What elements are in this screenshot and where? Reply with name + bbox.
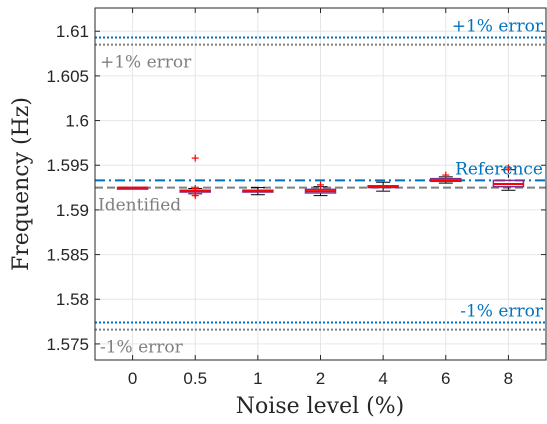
y-tick-label: 1.575 <box>46 335 89 354</box>
y-tick-label: 1.595 <box>46 156 89 175</box>
y-tick-label: 1.58 <box>56 290 89 309</box>
reference-label: Identified <box>98 196 181 216</box>
x-tick-label: 0.5 <box>183 369 207 388</box>
outlier-point <box>442 171 450 179</box>
x-axis-title: Noise level (%) <box>236 394 404 419</box>
outlier-point <box>504 164 512 172</box>
reference-label: Reference <box>455 159 543 179</box>
outlier-point <box>191 154 199 162</box>
x-tick-label: 4 <box>378 369 387 388</box>
x-tick-label: 1 <box>253 369 262 388</box>
reference-annotations: Reference +1% error -1% error Identified +1%… <box>98 16 544 357</box>
x-tick-label: 6 <box>441 369 450 388</box>
y-tick-label: 1.61 <box>56 22 89 41</box>
reference-label: -1% error <box>460 301 544 321</box>
x-axis-ticks: 0 0.5 1 2 4 6 8 <box>128 8 513 388</box>
y-tick-label: 1.605 <box>46 67 89 86</box>
y-tick-label: 1.59 <box>56 201 89 220</box>
y-axis-ticks: 1.575 1.58 1.585 1.59 1.595 1.6 1.605 1.61 <box>46 22 546 354</box>
y-tick-label: 1.585 <box>46 246 89 265</box>
outlier-point <box>317 181 324 189</box>
reference-label: +1% error <box>100 53 192 73</box>
reference-lines <box>95 36 546 331</box>
y-tick-label: 1.6 <box>65 112 89 131</box>
outlier-point <box>191 190 199 198</box>
x-tick-label: 2 <box>316 369 325 388</box>
box-plots <box>116 154 525 200</box>
reference-label: -1% error <box>100 338 184 358</box>
y-axis-title: Frequency (Hz) <box>9 97 34 271</box>
x-tick-label: 8 <box>504 369 513 388</box>
x-tick-label: 0 <box>128 369 137 388</box>
reference-label: +1% error <box>452 16 544 36</box>
